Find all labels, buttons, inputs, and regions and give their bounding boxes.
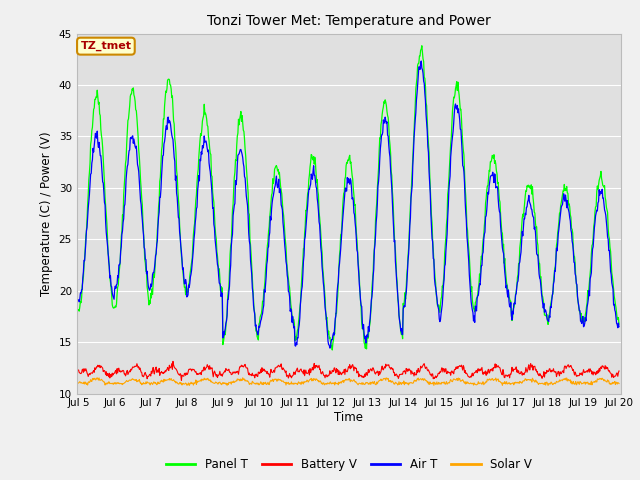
X-axis label: Time: Time xyxy=(334,411,364,424)
Title: Tonzi Tower Met: Temperature and Power: Tonzi Tower Met: Temperature and Power xyxy=(207,14,491,28)
Y-axis label: Temperature (C) / Power (V): Temperature (C) / Power (V) xyxy=(40,132,53,296)
Text: TZ_tmet: TZ_tmet xyxy=(81,41,131,51)
Legend: Panel T, Battery V, Air T, Solar V: Panel T, Battery V, Air T, Solar V xyxy=(161,454,537,476)
